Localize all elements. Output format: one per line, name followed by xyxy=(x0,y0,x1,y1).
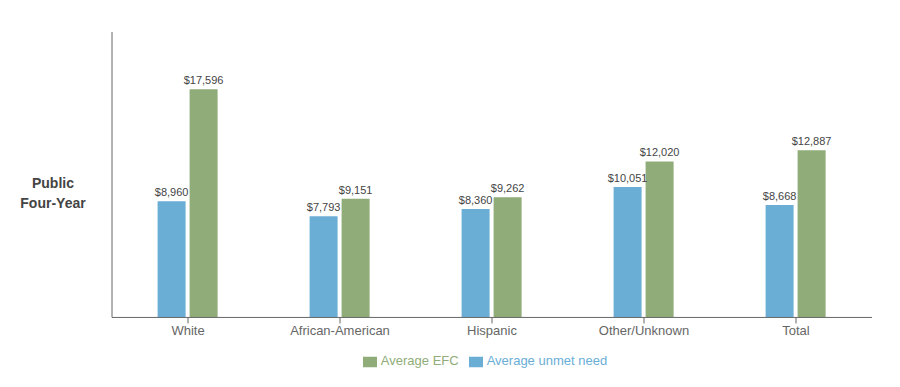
html-text:Four-Year: Four-Year xyxy=(20,194,86,211)
svg-text:$12,887: $12,887 xyxy=(792,135,832,147)
svg-text:$8,668: $8,668 xyxy=(763,190,797,202)
svg-text:Other/Unknown: Other/Unknown xyxy=(599,323,689,338)
svg-text:$7,793: $7,793 xyxy=(307,201,341,213)
svg-text:$17,596: $17,596 xyxy=(184,74,224,86)
svg-text:$8,360: $8,360 xyxy=(459,194,493,206)
html-text:Average EFC: Average EFC xyxy=(380,353,459,369)
svg-text:Hispanic: Hispanic xyxy=(467,323,517,338)
html-text:Average unmet need: Average unmet need xyxy=(486,353,608,369)
svg-text:Total: Total xyxy=(782,323,810,338)
svg-text:$9,151: $9,151 xyxy=(339,184,373,196)
html-text:Public: Public xyxy=(32,174,74,191)
svg-text:$12,020: $12,020 xyxy=(640,146,680,158)
svg-text:African-American: African-American xyxy=(290,323,390,338)
svg-text:$9,262: $9,262 xyxy=(491,182,525,194)
svg-text:White: White xyxy=(171,323,204,338)
svg-text:$8,960: $8,960 xyxy=(155,186,189,198)
svg-text:$10,051: $10,051 xyxy=(608,172,648,184)
